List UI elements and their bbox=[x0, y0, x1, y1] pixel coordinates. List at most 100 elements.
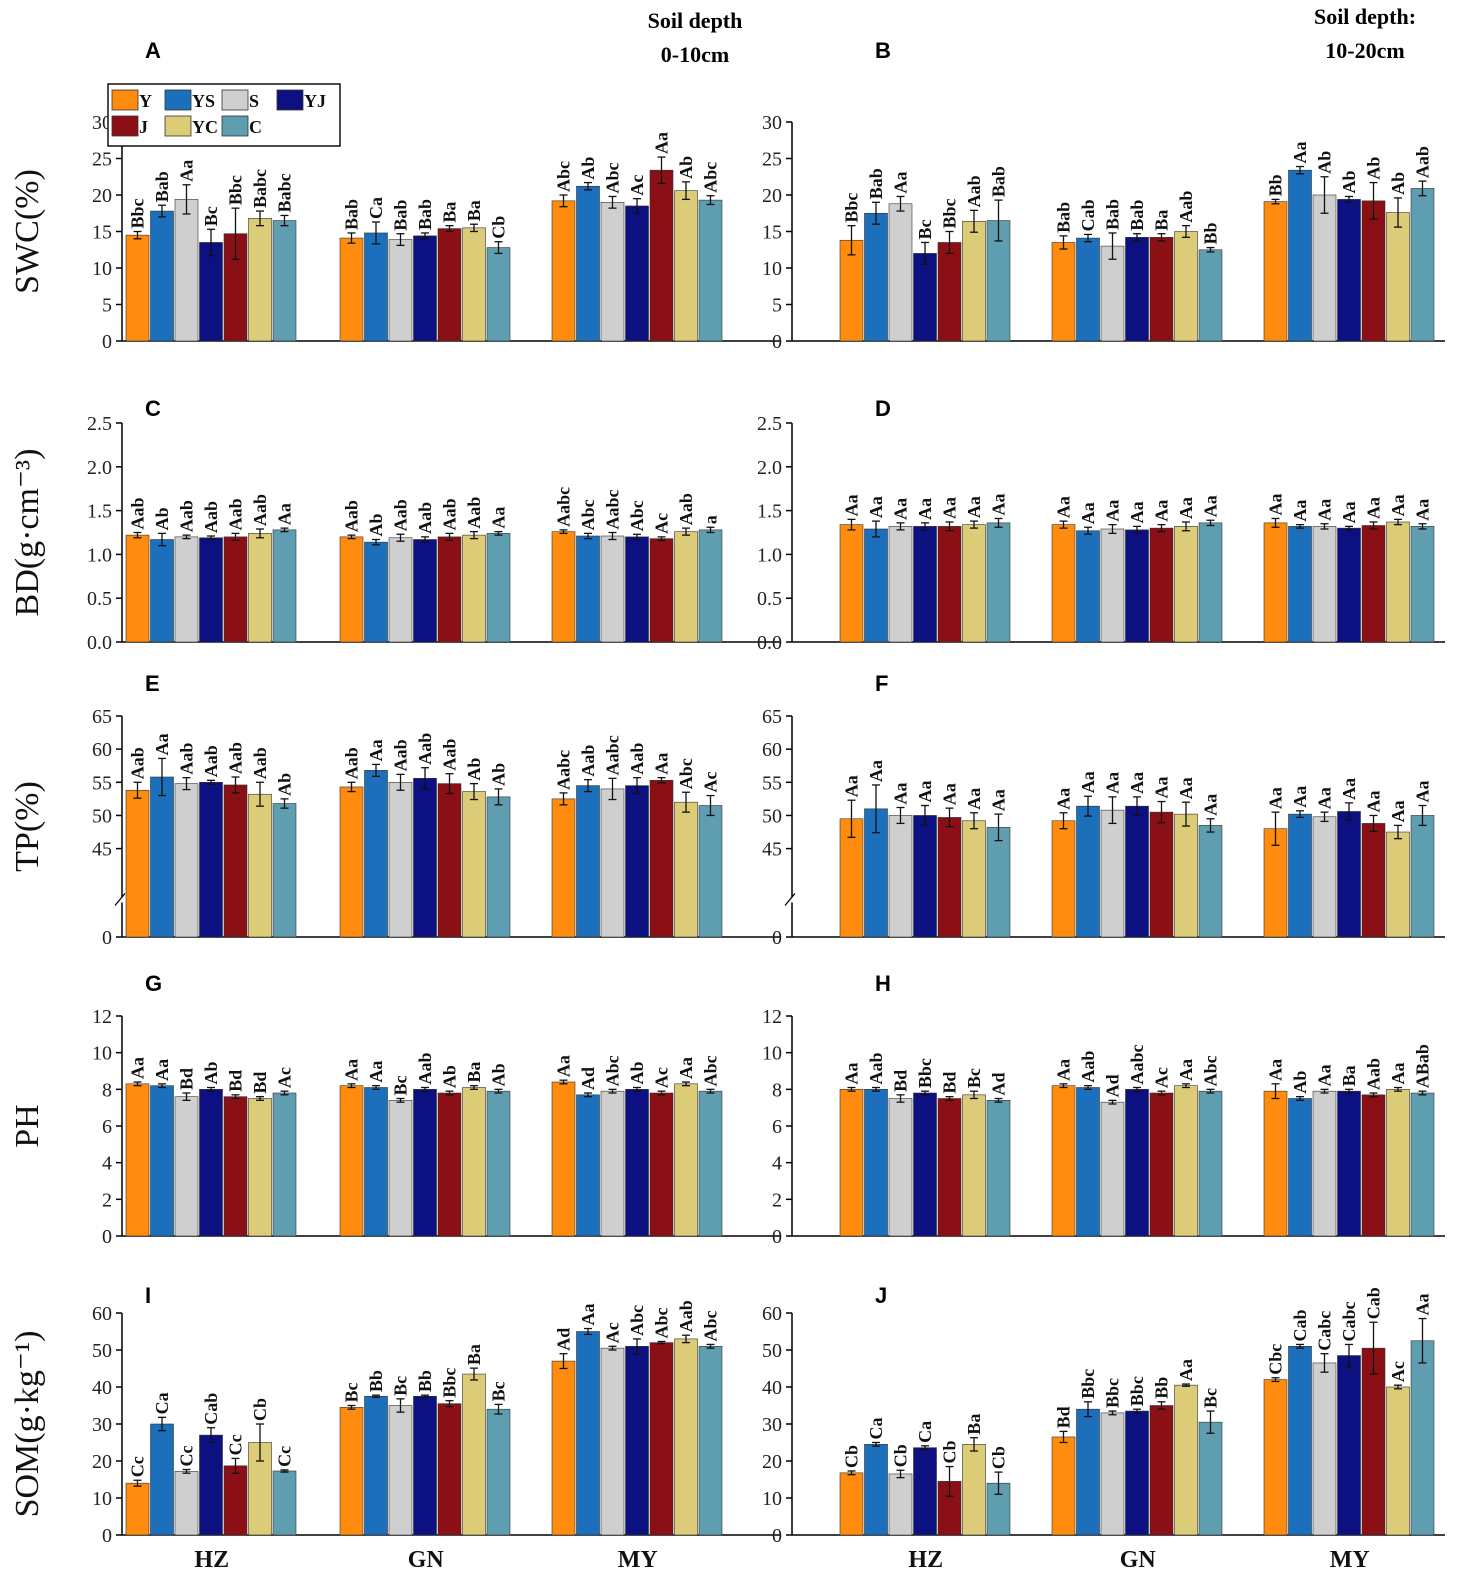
significance-label: Aab bbox=[391, 739, 411, 771]
bar-HZ-J bbox=[937, 526, 962, 643]
bar-HZ-YC bbox=[962, 220, 986, 342]
bar-HZ-YS bbox=[150, 1085, 174, 1237]
bar-GN-S bbox=[1100, 245, 1125, 342]
significance-label: Ac bbox=[603, 1322, 623, 1343]
significance-label: Aa bbox=[1413, 1294, 1433, 1316]
significance-label: Cc bbox=[128, 1456, 148, 1477]
y-tick-label: 0 bbox=[102, 1226, 112, 1248]
y-axis-label: SWC(%) bbox=[9, 169, 46, 294]
significance-label: Aabc bbox=[603, 735, 623, 775]
bar-MY-S bbox=[600, 1347, 625, 1536]
significance-label: Bab bbox=[342, 199, 362, 230]
bar-MY-C bbox=[698, 529, 723, 643]
significance-label: Aa bbox=[128, 1057, 148, 1079]
bar-HZ-C bbox=[986, 522, 1011, 643]
significance-label: Ab bbox=[627, 1061, 647, 1084]
bar-GN-J bbox=[437, 228, 462, 342]
y-tick-label: 60 bbox=[92, 739, 112, 761]
bar-MY-S bbox=[600, 788, 625, 938]
significance-label: Aab bbox=[1413, 146, 1433, 178]
significance-label: Aa bbox=[842, 494, 862, 516]
bar-GN-YC bbox=[462, 1373, 486, 1536]
significance-label: Aa bbox=[1388, 494, 1408, 516]
significance-label: Cb bbox=[989, 1446, 1009, 1469]
significance-label: Ab bbox=[1290, 1071, 1310, 1094]
y-tick-label: 0.5 bbox=[87, 588, 112, 610]
significance-label: Aab bbox=[1078, 1051, 1098, 1083]
depth-label-left: Soil depth 0-10cm bbox=[630, 4, 760, 72]
significance-label: Ab bbox=[1364, 157, 1384, 180]
significance-label: Cb bbox=[489, 216, 509, 239]
significance-label: Bb bbox=[1201, 223, 1221, 245]
significance-label: Bc bbox=[391, 1075, 411, 1095]
significance-label: Aa bbox=[1152, 500, 1172, 522]
y-tick-label: 60 bbox=[762, 739, 782, 761]
bar-GN-YS bbox=[364, 541, 388, 643]
y-tick-label: 0 bbox=[772, 927, 782, 949]
significance-label: Abc bbox=[578, 499, 598, 530]
bar-MY-S bbox=[1312, 526, 1337, 643]
y-axis-label: PH bbox=[9, 1104, 46, 1147]
bar-GN-Y bbox=[1051, 820, 1076, 938]
significance-label: Bab bbox=[1103, 199, 1123, 230]
significance-label: Aa bbox=[1290, 786, 1310, 808]
bar-GN-C bbox=[1198, 249, 1223, 342]
y-tick-label: 60 bbox=[762, 1303, 782, 1325]
bar-HZ-S bbox=[174, 199, 199, 342]
y-tick-label: 10 bbox=[92, 258, 112, 280]
significance-label: Aa bbox=[964, 496, 984, 518]
significance-label: Ab bbox=[578, 157, 598, 180]
significance-label: Aa bbox=[866, 496, 886, 518]
bar-MY-YC bbox=[674, 1338, 698, 1536]
significance-label: Aab bbox=[440, 739, 460, 771]
bar-GN-J bbox=[1149, 1405, 1174, 1536]
bar-HZ-C bbox=[272, 529, 297, 643]
bar-MY-YC bbox=[1386, 831, 1410, 938]
bar-HZ-YJ bbox=[199, 1089, 223, 1237]
y-tick-label: 50 bbox=[92, 805, 112, 827]
depth-left-label: Soil depth bbox=[647, 8, 743, 33]
bar-GN-YC bbox=[1174, 1384, 1198, 1536]
significance-label: Aa bbox=[989, 789, 1009, 811]
bar-MY-J bbox=[1361, 200, 1386, 342]
significance-label: Aab bbox=[177, 500, 197, 532]
bar-MY-Y bbox=[551, 200, 576, 342]
significance-label: Babc bbox=[275, 173, 295, 212]
bar-GN-Y bbox=[1051, 1085, 1076, 1237]
significance-label: Aa bbox=[489, 507, 509, 529]
x-tick-label: HZ bbox=[908, 1547, 943, 1573]
significance-label: Aa bbox=[1176, 1059, 1196, 1081]
significance-label: Aab bbox=[440, 498, 460, 530]
bar-MY-J bbox=[649, 780, 674, 938]
bar-GN-S bbox=[388, 781, 413, 938]
bar-HZ-YC bbox=[248, 218, 272, 342]
bar-MY-C bbox=[698, 805, 723, 938]
bar-MY-YS bbox=[576, 1331, 600, 1536]
bar-MY-Y bbox=[1263, 1090, 1288, 1237]
bar-GN-J bbox=[437, 1092, 462, 1237]
significance-label: Bab bbox=[391, 200, 411, 231]
bar-MY-J bbox=[649, 1342, 674, 1536]
bar-GN-C bbox=[486, 1408, 511, 1536]
significance-label: Aa bbox=[152, 1059, 172, 1081]
significance-label: Aab bbox=[128, 747, 148, 779]
bar-MY-YS bbox=[576, 535, 600, 643]
bar-MY-YC bbox=[674, 531, 698, 643]
bar-MY-YJ bbox=[1337, 1090, 1361, 1237]
significance-label: Ac bbox=[1388, 1361, 1408, 1382]
bar-HZ-YS bbox=[150, 1423, 174, 1536]
bar-HZ-S bbox=[174, 783, 199, 938]
significance-label: Aab bbox=[1364, 1058, 1384, 1090]
bar-HZ-C bbox=[986, 827, 1011, 938]
significance-label: Ac bbox=[627, 175, 647, 196]
bar-HZ-J bbox=[937, 817, 962, 938]
bar-HZ-YC bbox=[248, 793, 272, 938]
bar-GN-S bbox=[388, 1100, 413, 1237]
significance-label: Aa bbox=[1176, 1359, 1196, 1381]
bar-GN-S bbox=[1100, 809, 1125, 938]
bar-HZ-YS bbox=[864, 528, 888, 643]
legend-label-S: S bbox=[249, 91, 259, 111]
legend-swatch-YC bbox=[164, 115, 192, 137]
y-tick-label: 10 bbox=[762, 258, 782, 280]
significance-label: Aa bbox=[1315, 787, 1335, 809]
